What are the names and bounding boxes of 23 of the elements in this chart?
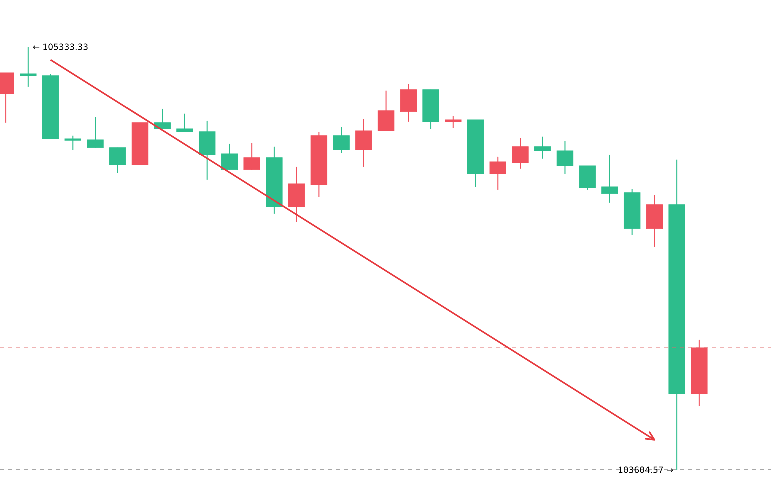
candlestick <box>579 165 596 190</box>
candlestick <box>221 143 238 170</box>
candlestick <box>378 90 395 132</box>
annotation: ← 105333.33 <box>33 44 88 50</box>
candlestick <box>646 194 664 248</box>
candlestick <box>534 136 552 160</box>
candlestick <box>176 113 194 132</box>
candlestick <box>333 126 350 154</box>
candlestick <box>356 118 372 168</box>
candlestick <box>154 108 171 130</box>
candlestick <box>512 138 529 170</box>
candlestick <box>64 135 82 151</box>
candlestick <box>602 154 618 204</box>
candlestick <box>556 140 574 175</box>
candlestick <box>400 84 418 122</box>
annotation: 103604.57 → <box>618 466 674 474</box>
candlestick <box>87 116 104 148</box>
candlestick <box>198 120 216 180</box>
candlestick <box>490 156 506 190</box>
candlestick <box>244 142 260 170</box>
candlestick <box>288 166 306 223</box>
candlestick <box>110 147 126 174</box>
candlestick <box>445 116 462 129</box>
